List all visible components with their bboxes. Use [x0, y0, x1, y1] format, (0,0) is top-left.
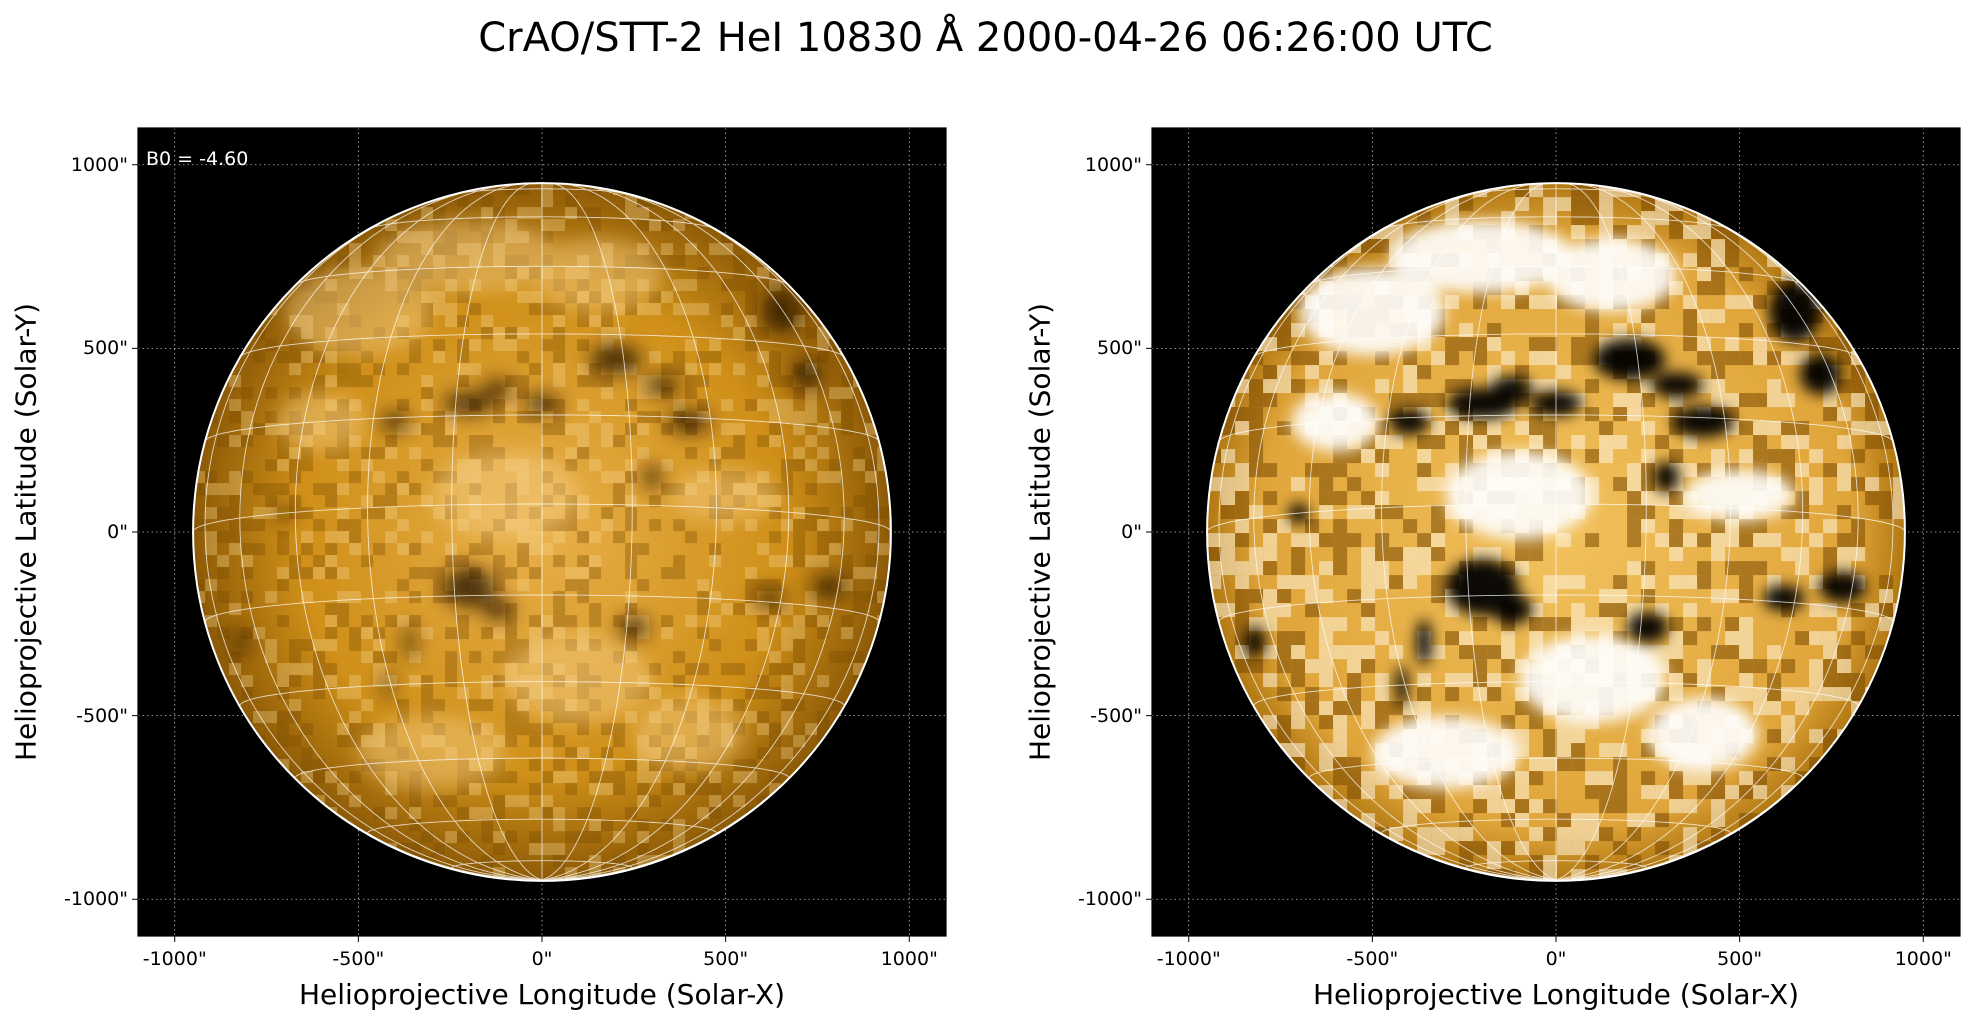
heliographic-grid — [1207, 183, 1905, 881]
y-tick-label: 1000" — [70, 153, 128, 176]
x-tick-label: -500" — [1346, 948, 1399, 970]
heliographic-grid — [193, 183, 891, 881]
y-tick-label: -1000" — [1078, 888, 1142, 911]
x-axis-label: Helioprojective Longitude (Solar-X) — [298, 978, 786, 1011]
x-tick-label: 1000" — [1894, 948, 1952, 970]
x-tick-label: 0" — [1545, 948, 1567, 970]
solar-limb-circle — [1206, 182, 1906, 882]
y-axis-label: Helioprojective Latitude (Solar-Y) — [1023, 302, 1057, 762]
y-tick-label: 1000" — [1084, 153, 1142, 176]
y-tick-label: 500" — [1096, 337, 1142, 360]
solar-limb-circle — [192, 182, 892, 882]
y-tick-label: -500" — [76, 704, 128, 727]
y-tick-label: 0" — [1121, 521, 1142, 543]
b0-annotation: B0 = -4.60 — [146, 148, 249, 170]
y-tick-label: 0" — [107, 521, 128, 543]
x-tick-label: 500" — [1717, 948, 1763, 970]
x-tick-label: -500" — [332, 948, 385, 970]
x-tick-label: -1000" — [1156, 948, 1221, 970]
figure-title: CrAO/STT-2 HeI 10830 Å 2000-04-26 06:26:… — [478, 15, 1493, 61]
y-tick-label: -1000" — [64, 888, 128, 911]
x-tick-label: 0" — [531, 948, 553, 970]
x-tick-label: 500" — [703, 948, 749, 970]
x-tick-label: 1000" — [880, 948, 938, 970]
x-tick-label: -1000" — [142, 948, 207, 970]
y-tick-label: 500" — [82, 337, 128, 360]
y-tick-label: -500" — [1090, 704, 1142, 727]
x-axis-label: Helioprojective Longitude (Solar-X) — [1312, 978, 1800, 1011]
